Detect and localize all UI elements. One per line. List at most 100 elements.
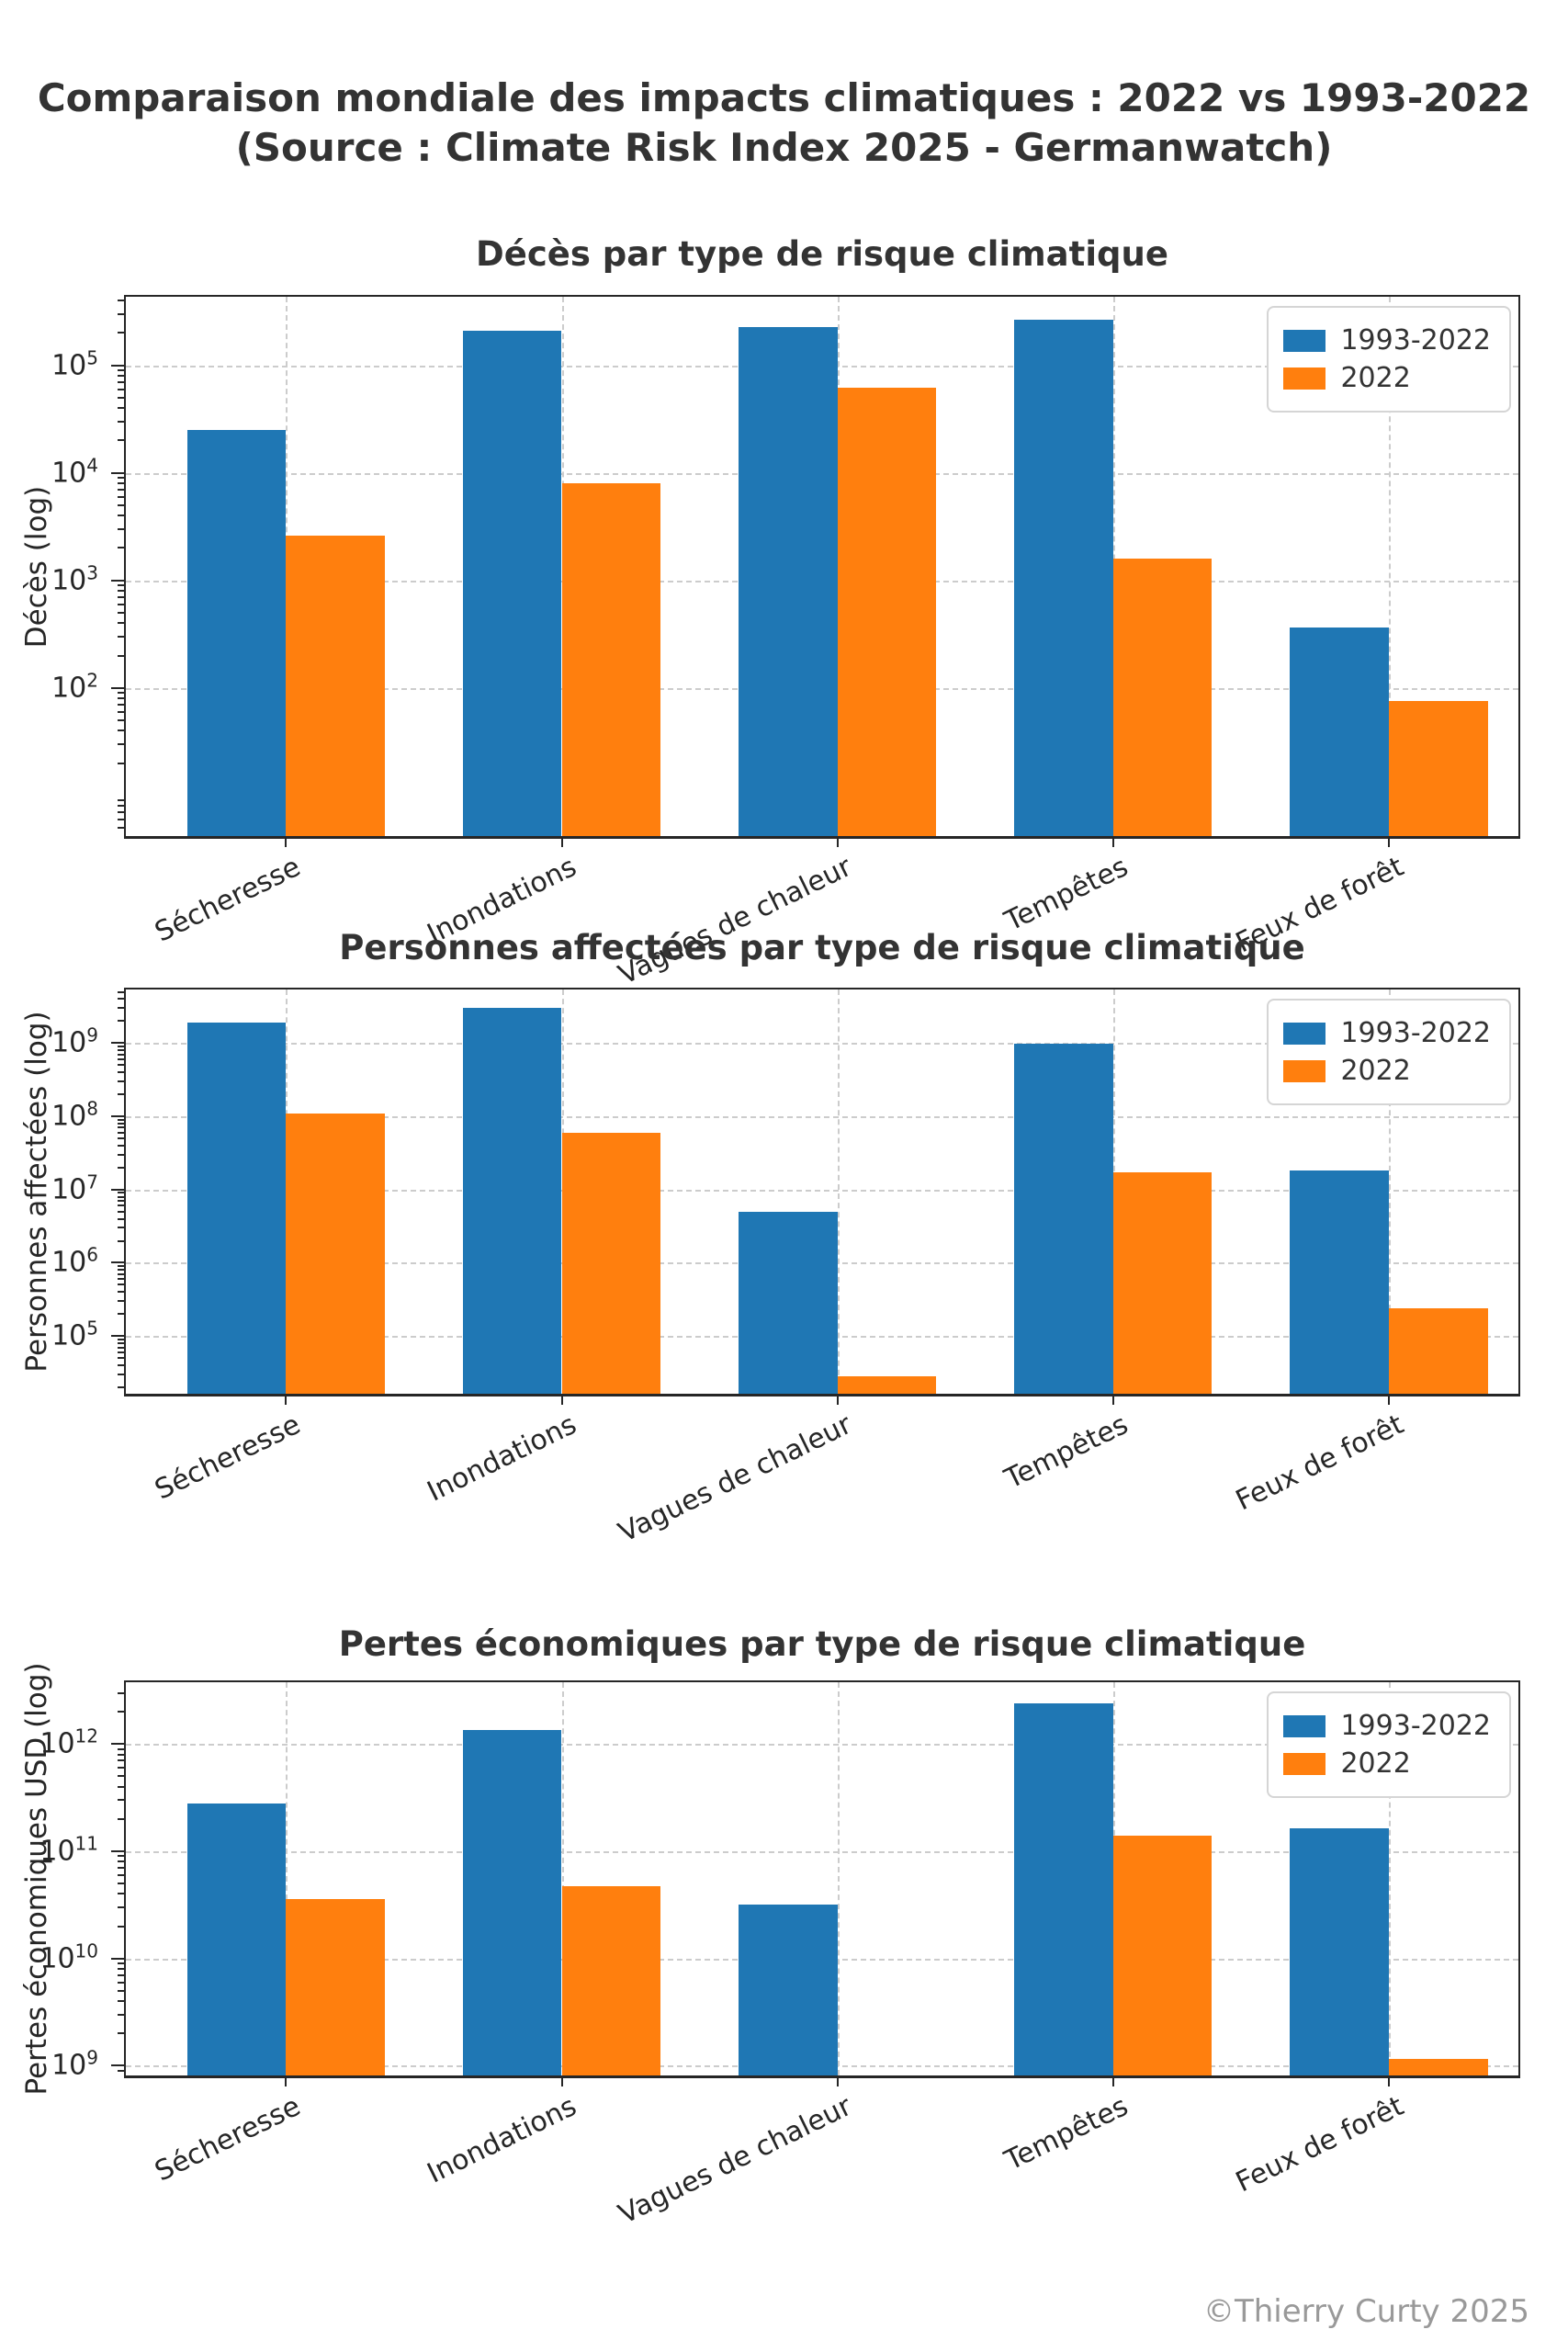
y-minor-tick: [118, 703, 126, 706]
x-tick: [560, 2075, 563, 2086]
y-gridline: [126, 1744, 1518, 1747]
y-minor-tick: [118, 495, 126, 498]
bar-1993-2022-Vagues de chaleur: [739, 1211, 838, 1394]
y-minor-tick: [118, 1269, 126, 1272]
y-minor-tick: [118, 692, 126, 695]
y-minor-tick: [118, 1153, 126, 1156]
x-tick: [285, 1394, 288, 1405]
figure-title-line2-source: (Source : Climate Risk Index 2025 - Germ…: [235, 125, 1333, 170]
bar-1993-2022-Sécheresse: [186, 430, 287, 836]
y-minor-tick: [118, 1767, 126, 1770]
y-minor-tick: [118, 1192, 126, 1194]
y-minor-tick: [118, 396, 126, 399]
x-gridline: [837, 989, 840, 1394]
y-minor-tick: [118, 420, 126, 423]
y-minor-tick: [118, 1239, 126, 1242]
y-minor-tick: [118, 1049, 126, 1052]
y-minor-tick: [118, 481, 126, 484]
y-minor-tick: [118, 374, 126, 377]
y-minor-tick: [118, 1007, 126, 1010]
affected-legend: 1993-2022 2022: [1267, 999, 1511, 1105]
y-minor-tick: [118, 2032, 126, 2035]
y-minor-tick: [118, 2013, 126, 2016]
legend-entry-2022: 2022: [1283, 1747, 1491, 1780]
y-minor-tick: [118, 1925, 126, 1928]
y-minor-tick: [118, 1893, 126, 1895]
y-major-tick: [111, 686, 126, 689]
y-minor-tick: [118, 818, 126, 820]
y-major-tick: [111, 1743, 126, 1746]
y-minor-tick: [118, 1210, 126, 1213]
y-major-tick: [111, 1042, 126, 1045]
y-minor-tick: [118, 1291, 126, 1294]
legend-entry-1993-2022: 1993-2022: [1283, 324, 1491, 356]
y-minor-tick: [118, 1855, 126, 1858]
y-major-tick: [111, 1849, 126, 1852]
affected-y-axis-label: Personnes affectées (log): [20, 1011, 53, 1373]
y-minor-tick: [118, 1118, 126, 1121]
x-gridline: [1389, 1682, 1391, 2075]
x-tick: [836, 2075, 839, 2086]
y-minor-tick: [118, 1080, 126, 1083]
y-minor-tick: [118, 1227, 126, 1229]
y-minor-tick: [118, 1053, 126, 1056]
y-minor-tick: [118, 300, 126, 302]
x-category-label: Vagues de chaleur: [614, 2090, 858, 2232]
bar-2022-Tempêtes: [1112, 1835, 1213, 2075]
y-gridline: [126, 1116, 1518, 1119]
y-tick-label: 108: [51, 1097, 98, 1133]
bar-1993-2022-Vagues de chaleur: [739, 1904, 838, 2075]
x-category-label: Inondations: [422, 2090, 581, 2190]
bar-2022-Feux de forêt: [1389, 2059, 1488, 2075]
y-minor-tick: [118, 998, 126, 1001]
bar-2022-Tempêtes: [1112, 558, 1213, 836]
legend-label-2022: 2022: [1340, 362, 1411, 394]
y-minor-tick: [118, 1131, 126, 1134]
y-tick-label: 109: [51, 2046, 98, 2082]
bar-2022-Inondations: [561, 482, 661, 836]
bar-1993-2022-Feux de forêt: [1290, 627, 1389, 836]
x-category-label: Sécheresse: [150, 1408, 306, 1507]
y-minor-tick: [118, 990, 126, 993]
x-tick: [836, 1394, 839, 1405]
bar-2022-Feux de forêt: [1389, 1307, 1488, 1394]
bar-2022-Feux de forêt: [1389, 700, 1488, 836]
y-minor-tick: [118, 1775, 126, 1778]
x-gridline: [837, 1682, 840, 2075]
legend-entry-1993-2022: 1993-2022: [1283, 1017, 1491, 1049]
y-minor-tick: [118, 719, 126, 722]
y-minor-tick: [118, 1785, 126, 1788]
y-minor-tick: [118, 407, 126, 410]
x-gridline: [561, 1682, 564, 2075]
y-minor-tick: [118, 503, 126, 506]
y-major-tick: [111, 1957, 126, 1960]
bar-1993-2022-Sécheresse: [186, 1023, 287, 1394]
affected-plot-area: 1993-2022 2022 105 106 107 108 109 Sécheresse…: [51, 988, 1520, 1549]
y-minor-tick: [118, 1058, 126, 1061]
bar-1993-2022-Tempêtes: [1014, 319, 1113, 836]
y-major-tick: [111, 471, 126, 474]
y-minor-tick: [118, 827, 126, 830]
legend-label-1993-2022: 1993-2022: [1340, 324, 1491, 356]
bar-1993-2022-Vagues de chaleur: [739, 327, 838, 836]
y-minor-tick: [118, 332, 126, 334]
y-minor-tick: [118, 1759, 126, 1762]
y-tick-label: 105: [51, 345, 98, 381]
y-minor-tick: [118, 1691, 126, 1694]
y-minor-tick: [118, 1144, 126, 1147]
y-minor-tick: [118, 488, 126, 491]
bar-1993-2022-Tempêtes: [1014, 1702, 1113, 2075]
y-minor-tick: [118, 1967, 126, 1970]
bar-2022-Inondations: [561, 1133, 661, 1394]
x-category-label: Tempêtes: [999, 2090, 1134, 2177]
x-tick: [285, 836, 288, 847]
y-minor-tick: [118, 380, 126, 383]
y-minor-tick: [118, 635, 126, 638]
y-minor-tick: [118, 1217, 126, 1220]
legend-swatch-2022: [1283, 367, 1326, 390]
legend-swatch-1993-2022: [1283, 1714, 1326, 1737]
y-minor-tick: [118, 1020, 126, 1023]
y-minor-tick: [118, 1093, 126, 1096]
x-tick: [1388, 836, 1390, 847]
